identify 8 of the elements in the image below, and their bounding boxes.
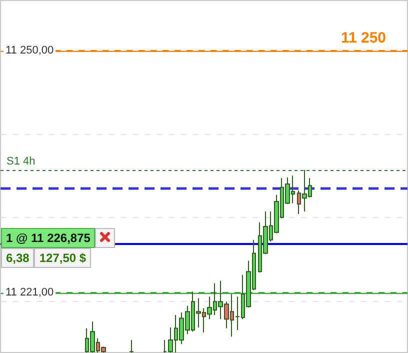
candlestick bbox=[129, 339, 134, 353]
annotation: 6,38 bbox=[1, 248, 34, 268]
annotation: 11 250 bbox=[340, 30, 386, 47]
annotation: 127,50 $ bbox=[34, 248, 92, 268]
ref-line-label: S1 4h bbox=[6, 155, 36, 168]
y-tick-label: 11 221,00 bbox=[6, 286, 54, 298]
annotation: 1 @ 11 226,875 bbox=[1, 228, 96, 248]
y-tick-label: 11 250,00 bbox=[6, 44, 54, 57]
